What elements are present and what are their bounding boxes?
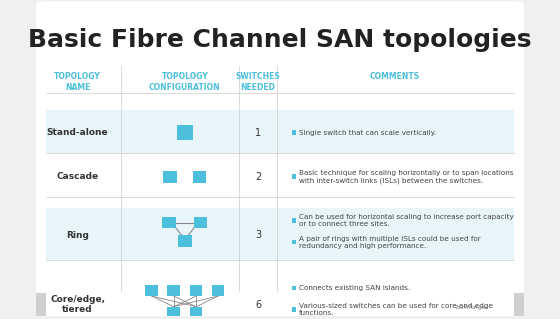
- Bar: [190, 307, 203, 317]
- Text: Various-sized switches can be used for core and edge
functions.: Various-sized switches can be used for c…: [298, 303, 493, 316]
- Text: Basic Fibre Channel SAN topologies: Basic Fibre Channel SAN topologies: [28, 28, 532, 52]
- Bar: [193, 171, 206, 183]
- Text: Core/edge,
tiered: Core/edge, tiered: [50, 295, 105, 314]
- Text: Basic technique for scaling horizontally or to span locations
with inter-switch : Basic technique for scaling horizontally…: [298, 170, 513, 184]
- Bar: [292, 218, 296, 223]
- Bar: [292, 240, 296, 244]
- Bar: [36, 293, 524, 316]
- Text: Can be used for horizontal scaling to increase port capacity
or to connect three: Can be used for horizontal scaling to in…: [298, 214, 514, 227]
- Bar: [190, 285, 203, 296]
- Text: TOPOLOGY
CONFIGURATION: TOPOLOGY CONFIGURATION: [149, 72, 221, 92]
- Bar: [212, 285, 225, 296]
- Bar: [178, 235, 192, 247]
- Bar: [177, 125, 193, 140]
- Text: 6: 6: [255, 300, 261, 309]
- Bar: [167, 307, 180, 317]
- Text: Stand-alone: Stand-alone: [47, 128, 109, 137]
- Text: Single switch that can scale vertically.: Single switch that can scale vertically.: [298, 130, 436, 136]
- Bar: [162, 217, 176, 228]
- Text: 2: 2: [255, 172, 261, 182]
- Bar: [194, 217, 207, 228]
- Text: TechTarget: TechTarget: [455, 305, 490, 310]
- Text: COMMENTS: COMMENTS: [370, 72, 419, 81]
- Bar: [292, 307, 296, 312]
- Bar: [292, 174, 296, 179]
- Bar: [164, 171, 177, 183]
- Bar: [146, 285, 158, 296]
- Text: Ring: Ring: [66, 231, 89, 240]
- Text: A pair of rings with multiple ISLs could be used for
redundancy and high perform: A pair of rings with multiple ISLs could…: [298, 236, 480, 249]
- Bar: [292, 286, 296, 290]
- Text: SWITCHES
NEEDED: SWITCHES NEEDED: [236, 72, 281, 92]
- Text: Connects existing SAN islands.: Connects existing SAN islands.: [298, 285, 410, 291]
- Text: 3: 3: [255, 230, 261, 240]
- FancyBboxPatch shape: [36, 1, 524, 316]
- Bar: [167, 285, 180, 296]
- Bar: [292, 130, 296, 135]
- Text: 1: 1: [255, 128, 261, 138]
- Text: TOPOLOGY
NAME: TOPOLOGY NAME: [54, 72, 101, 92]
- Text: Cascade: Cascade: [57, 173, 99, 182]
